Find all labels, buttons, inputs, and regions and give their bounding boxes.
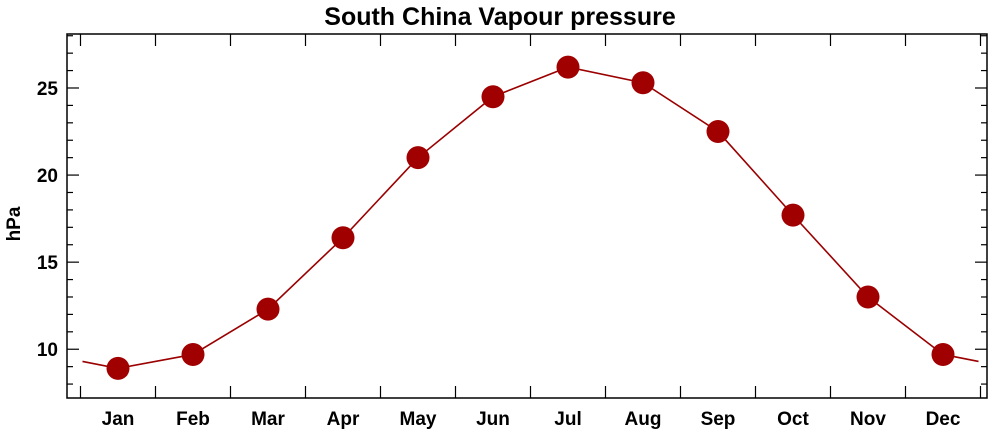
data-point: [856, 285, 880, 309]
y-axis: 10 15 20 25: [37, 35, 987, 385]
data-point: [781, 203, 805, 227]
y-axis-label: hPa: [4, 206, 25, 241]
x-tick-label: Aug: [625, 409, 662, 430]
x-tick-label: Nov: [850, 409, 886, 430]
x-tick-label: Dec: [926, 409, 961, 430]
data-point: [106, 356, 130, 380]
y-tick-label: 20: [37, 166, 58, 187]
data-point: [931, 342, 955, 366]
y-tick-label: 25: [37, 79, 59, 100]
data-point: [556, 55, 580, 79]
x-tick-label: Sep: [701, 409, 736, 430]
data-point: [331, 226, 355, 250]
data-point: [706, 120, 730, 144]
x-tick-label: Mar: [251, 409, 285, 430]
x-axis: Jan Feb Mar Apr May Jun Jul Aug Sep Oct Nov Dec: [79, 34, 982, 430]
data-point: [631, 71, 655, 95]
plot-frame: [66, 33, 988, 399]
x-tick-label: Jun: [476, 409, 510, 430]
data-point: [181, 342, 205, 366]
series-line: [82, 66, 979, 370]
chart-title: South China Vapour pressure: [324, 3, 676, 31]
y-tick-label: 15: [37, 253, 59, 274]
x-tick-label: Oct: [777, 409, 809, 430]
x-tick-label: Feb: [176, 409, 210, 430]
data-point: [481, 85, 505, 109]
x-tick-label: Jul: [554, 409, 581, 430]
x-tick-label: Jan: [102, 409, 135, 430]
data-point: [406, 146, 430, 170]
x-tick-label: Apr: [327, 409, 360, 430]
y-tick-label: 10: [37, 340, 58, 361]
series-group: [82, 55, 979, 380]
x-tick-label: May: [400, 409, 437, 430]
data-point: [256, 297, 280, 321]
